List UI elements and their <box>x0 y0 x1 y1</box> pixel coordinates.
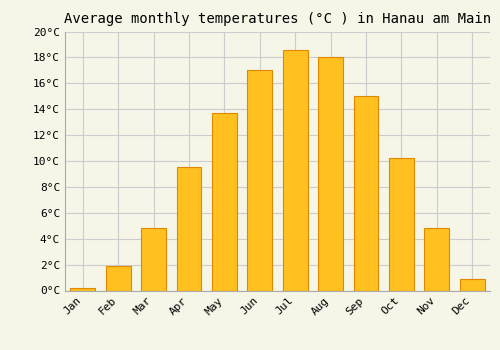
Title: Average monthly temperatures (°C ) in Hanau am Main: Average monthly temperatures (°C ) in Ha… <box>64 12 491 26</box>
Bar <box>460 279 484 290</box>
Bar <box>176 167 202 290</box>
Bar <box>70 288 95 290</box>
Bar <box>318 57 343 290</box>
Bar <box>424 228 450 290</box>
Bar <box>106 266 130 290</box>
Bar <box>354 96 378 290</box>
Bar <box>212 113 237 290</box>
Bar <box>248 70 272 290</box>
Bar <box>141 228 166 290</box>
Bar <box>283 50 308 290</box>
Bar <box>389 159 414 290</box>
